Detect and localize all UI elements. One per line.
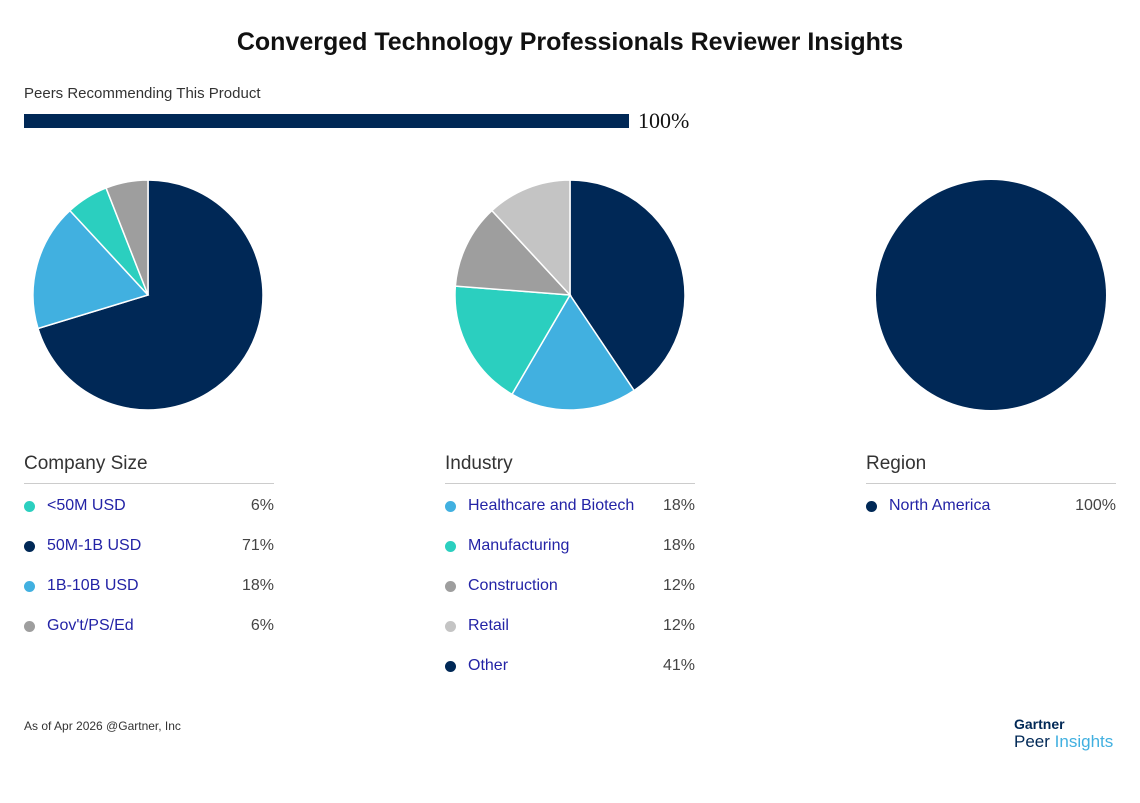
pie-slice-north-america [876,180,1106,410]
legend-item: Retail 12% [445,606,695,646]
legend-item: Healthcare and Biotech 18% [445,486,695,526]
legend-dot-icon [24,540,35,552]
legend-dot-icon [445,580,456,592]
company-size-pie [32,179,264,411]
legend-label[interactable]: Healthcare and Biotech [468,497,635,514]
legend-percent: 18% [241,577,274,594]
legend-percent: 6% [250,497,274,514]
legend-item: <50M USD 6% [24,486,274,526]
legend-percent: 100% [1075,497,1116,514]
recommend-label: Peers Recommending This Product [24,85,261,102]
legend-label[interactable]: <50M USD [47,497,126,514]
legend-dot-icon [445,660,456,672]
legend-percent: 18% [662,497,695,514]
legend-title: Region [866,453,1116,484]
recommend-bar [24,114,629,128]
legend-item: 50M-1B USD 71% [24,526,274,566]
legend-percent: 12% [662,617,695,634]
legend-item: Other 41% [445,646,695,686]
legend-label[interactable]: Gov't/PS/Ed [47,617,134,634]
pie-slice-gov-t-ps-ed [105,179,149,296]
legend-label[interactable]: 50M-1B USD [47,537,142,554]
legend-item: 1B-10B USD 18% [24,566,274,606]
legend-percent: 6% [250,617,274,634]
legend-label[interactable]: Other [468,657,509,674]
legend-dot-icon [24,500,35,512]
company-size-legend: Company Size <50M USD 6% 50M-1B USD 71% 1B-10… [24,453,274,646]
gartner-peer-insights-logo: Gartner Peer Insights [1014,716,1113,752]
legend-percent: 71% [241,537,274,554]
region-pie [876,180,1106,410]
region-legend: Region North America 100% [866,453,1116,526]
legend-item: North America 100% [866,486,1116,526]
legend-dot-icon [24,620,35,632]
legend-label[interactable]: Construction [468,577,558,594]
legend-title: Industry [445,453,695,484]
pie-slice-healthcare-and-biotech [510,293,636,411]
legend-label[interactable]: North America [889,497,991,514]
pie-slice-manufacturing [454,285,572,396]
logo-peer: Peer [1014,732,1050,751]
legend-percent: 18% [662,537,695,554]
recommend-value: 100% [638,108,690,133]
legend-label[interactable]: Retail [468,617,509,634]
legend-dot-icon [445,500,456,512]
legend-percent: 41% [662,657,695,674]
legend-item: Construction 12% [445,566,695,606]
legend-title: Company Size [24,453,274,484]
pie-slice-other [569,179,686,392]
legend-dot-icon [24,580,35,592]
legend-dot-icon [866,500,877,512]
legend-percent: 12% [662,577,695,594]
logo-brand: Gartner [1014,716,1065,732]
legend-dot-icon [445,540,456,552]
pie-slice-50m-1b-usd [37,179,264,411]
legend-label[interactable]: Manufacturing [468,537,570,554]
industry-pie [454,179,686,411]
pie-slice-1b-10b-usd [32,209,150,330]
legend-dot-icon [445,620,456,632]
logo-insights: Insights [1054,732,1114,751]
page-title: Converged Technology Professionals Revie… [236,28,904,56]
legend-item: Gov't/PS/Ed 6% [24,606,274,646]
footer-note: As of Apr 2026 @Gartner, Inc [24,719,181,733]
pie-slice-retail [490,179,571,297]
pie-slice-construction [454,209,572,296]
legend-item: Manufacturing 18% [445,526,695,566]
legend-label[interactable]: 1B-10B USD [47,577,139,594]
industry-legend: Industry Healthcare and Biotech 18% Manufac… [445,453,695,686]
